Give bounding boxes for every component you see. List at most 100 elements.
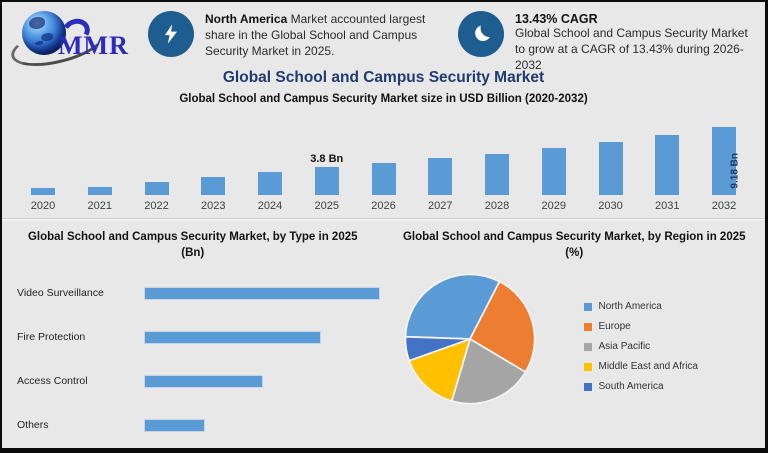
bar-2032: 9.18 Bn [712, 127, 741, 195]
bar-2030 [598, 142, 623, 195]
by-type-chart: Global School and Campus Security Market… [2, 220, 384, 447]
market-size-column-chart: 2020 2021 2022 2023 2024 3.8 Bn 2025 2026 2027 20… [15, 111, 752, 212]
bar-2031 [655, 135, 680, 195]
by-region-chart-title: Global School and Campus Security Market… [384, 230, 766, 261]
column-group-2020: 2020 [15, 188, 71, 212]
cagr-heading: 13.43% CAGR [515, 12, 598, 26]
logo-text: MMR [58, 31, 129, 60]
legend-swatch-icon [583, 322, 592, 331]
by-region-title-line: Global School and Campus Security Market… [402, 231, 746, 243]
by-region-chart: Global School and Campus Security Market… [384, 220, 766, 447]
bar-value-label: 3.8 Bn [310, 153, 344, 165]
x-axis-tick-label: 2029 [541, 200, 566, 212]
lightning-bolt-icon [148, 11, 194, 57]
x-axis-tick-label: 2020 [30, 200, 56, 212]
x-axis-tick-label: 2022 [144, 200, 169, 212]
type-row-fire-protection: Fire Protection [2, 315, 384, 359]
callout-rest-text: Market accounted largest share in the Gl… [205, 12, 426, 58]
bottom-section: Global School and Campus Security Market… [2, 220, 765, 447]
x-axis-tick-label: 2021 [87, 200, 112, 212]
type-label: Access Control [17, 375, 88, 388]
x-axis-tick-label: 2025 [314, 200, 339, 212]
x-axis-tick-label: 2028 [484, 200, 510, 212]
pie-slice-europe [468, 280, 535, 373]
bar-2024 [258, 172, 282, 195]
legend-item-south-america: South America [583, 381, 699, 393]
bar-2029 [541, 148, 566, 195]
mmr-logo: MMR [7, 9, 144, 75]
by-region-unit-line: (%) [565, 246, 584, 259]
bar-2022 [144, 182, 169, 195]
callout-cagr: 13.43% CAGR Global School and Campus Sec… [458, 9, 753, 73]
type-row-others: Others [2, 403, 384, 447]
pie-legend: North America Europe Asia Pacific Middle Ea… [583, 301, 699, 393]
column-group-2021: 2021 [72, 187, 128, 212]
by-type-title-line: Global School and Campus Security Market… [27, 231, 358, 243]
x-axis-tick-label: 2024 [257, 200, 283, 212]
x-axis-tick-label: 2030 [598, 200, 623, 212]
globe-icon [22, 11, 66, 55]
column-group-2023: 2023 [185, 177, 241, 212]
legend-item-north-america: North America [583, 301, 699, 312]
column-group-2022: 2022 [129, 182, 185, 212]
column-chart-bars: 2020 2021 2022 2023 2024 3.8 Bn 2025 2026 2027 20… [15, 111, 752, 212]
bar-value-label-vertical: 9.18 Bn [729, 153, 741, 189]
legend-label: Asia Pacific [598, 341, 651, 353]
region-pie-chart [404, 273, 535, 405]
column-group-2030: 2030 [583, 142, 639, 212]
legend-swatch-icon [583, 362, 592, 371]
by-type-unit-line: (Bn) [181, 246, 205, 259]
legend-swatch-icon [583, 342, 592, 351]
pie-slice-asia-pacific [450, 338, 526, 405]
legend-label: South America [598, 381, 664, 393]
pie-slice-north-america [404, 273, 500, 340]
type-label: Fire Protection [17, 331, 86, 344]
legend-swatch-icon [583, 382, 592, 391]
legend-item-europe: Europe [583, 321, 699, 333]
column-group-2027: 2027 [412, 158, 468, 212]
header-row: MMR North America Market accounted large… [2, 2, 765, 75]
x-axis-tick-label: 2031 [655, 200, 680, 212]
callout-north-america: North America Market accounted largest s… [148, 9, 444, 59]
column-group-2032: 9.18 Bn 2032 [696, 127, 752, 212]
column-chart-title: Global School and Campus Security Market… [179, 93, 588, 105]
x-axis-tick-label: 2026 [371, 200, 396, 212]
column-group-2025: 3.8 Bn 2025 [299, 153, 355, 212]
column-group-2024: 2024 [242, 172, 298, 212]
type-bar-video-surveillance [145, 287, 379, 299]
legend-swatch-icon [583, 302, 592, 311]
bar-2027 [428, 158, 453, 195]
type-label: Others [17, 419, 49, 432]
bar-2026 [371, 163, 396, 195]
bar-2025 [314, 167, 339, 195]
pie-slice-middle-east-and-africa [407, 338, 471, 402]
swirl-flame-icon [458, 11, 504, 57]
legend-label: Europe [598, 321, 631, 333]
bar-2028 [485, 154, 509, 195]
column-group-2028: 2028 [469, 154, 525, 212]
type-row-video-surveillance: Video Surveillance [2, 271, 384, 315]
column-group-2026: 2026 [356, 163, 412, 212]
type-row-access-control: Access Control [2, 359, 384, 403]
legend-item-asia-pacific: Asia Pacific [583, 341, 699, 353]
type-bar-access-control [145, 375, 262, 387]
section-divider [2, 218, 765, 220]
column-group-2031: 2031 [639, 135, 695, 212]
page-title: Global School and Campus Security Market [222, 69, 545, 86]
callout-bold-text: North America [205, 12, 288, 26]
legend-item-middle-east-and-africa: Middle East and Africa [583, 361, 699, 373]
bar-2020 [31, 188, 55, 195]
pie-area: North America Europe Asia Pacific Middle Ea… [384, 271, 766, 407]
cagr-body: Global School and Campus Security Market… [515, 26, 748, 72]
callout-text: North America Market accounted largest s… [205, 9, 444, 59]
legend-label: Middle East and Africa [598, 361, 699, 373]
bar-2021 [87, 187, 112, 195]
pie-slice-south-america [404, 335, 471, 362]
callout-cagr-text-block: 13.43% CAGR Global School and Campus Sec… [515, 9, 753, 73]
x-axis-tick-label: 2023 [201, 200, 226, 212]
by-type-bars: Video Surveillance Fire Protection Access … [2, 271, 384, 447]
type-bar-fire-protection [145, 331, 320, 343]
bar-2023 [201, 177, 226, 195]
by-type-chart-title: Global School and Campus Security Market… [2, 230, 384, 261]
